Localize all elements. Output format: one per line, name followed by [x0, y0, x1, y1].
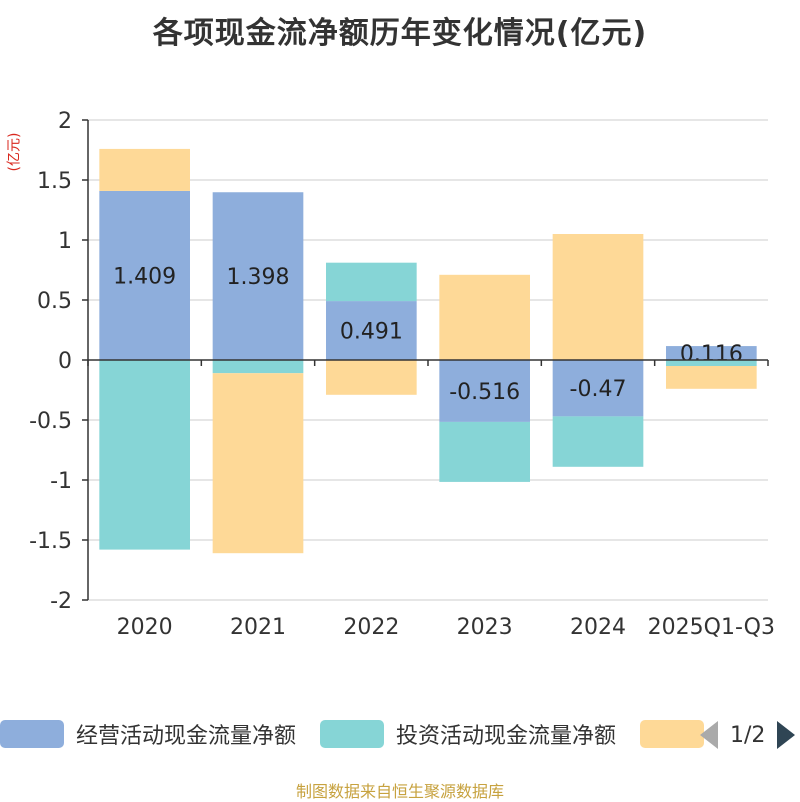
y-tick-label: -1.5	[29, 529, 72, 554]
x-tick-label: 2023	[457, 615, 513, 640]
data-label: 1.398	[227, 265, 290, 290]
bar-s1-2021	[212, 360, 304, 374]
x-tick-label: 2021	[230, 615, 286, 640]
y-tick-label: 1	[58, 229, 72, 254]
legend-swatch-financing	[640, 720, 704, 748]
bar-s2-2020	[99, 148, 190, 191]
data-label: 1.409	[113, 264, 176, 289]
bar-s0-2022	[326, 301, 417, 360]
bar-s0-2020	[99, 190, 190, 360]
x-tick-label: 2020	[117, 615, 173, 640]
legend-swatch-investing	[320, 720, 384, 748]
bar-s2-2023	[439, 274, 530, 360]
bar-s2-2022	[326, 360, 417, 395]
bar-s0-2024	[552, 360, 644, 417]
bar-s1-2023	[439, 421, 530, 482]
data-label: 0.491	[340, 320, 403, 345]
y-tick-label: 0.5	[37, 289, 72, 314]
source-footer: 制图数据来自恒生聚源数据库	[295, 782, 504, 801]
chart-title: 各项现金流净额历年变化情况(亿元)	[152, 16, 648, 51]
bar-s2-2025Q1-Q3	[666, 366, 757, 389]
data-label: -0.47	[570, 377, 627, 402]
x-tick-label: 2024	[570, 615, 626, 640]
y-tick-label: -0.5	[29, 409, 72, 434]
legend-item-financing[interactable]	[640, 716, 716, 752]
bar-s0-2021	[212, 192, 304, 360]
legend: 经营活动现金流量净额 投资活动现金流量净额	[0, 716, 800, 756]
bar-s2-2021	[212, 373, 304, 554]
legend-item-investing[interactable]: 投资活动现金流量净额	[320, 716, 616, 752]
legend-swatch-operating	[0, 720, 64, 748]
bar-s0-2025Q1-Q3	[666, 346, 757, 360]
legend-label-operating: 经营活动现金流量净额	[76, 724, 297, 749]
x-tick-label: 2022	[343, 615, 399, 640]
cash-flow-chart: 2 1.5 1 0.5 0 -0.5 -1 -1.5 -2 1.409 1.398 0.491 -0.5…	[29, 109, 775, 640]
y-tick-label: 1.5	[37, 169, 72, 194]
bar-s0-2023	[439, 360, 530, 422]
y-tick-label: -1	[50, 469, 72, 494]
y-tick-label: -2	[50, 589, 72, 614]
legend-item-operating[interactable]: 经营活动现金流量净额	[0, 716, 296, 752]
legend-pager: 1/2	[700, 718, 796, 752]
bar-s1-2024	[552, 416, 644, 467]
x-tick-label: 2025Q1-Q3	[648, 615, 775, 640]
bar-s1-2020	[99, 360, 190, 550]
pager-text: 1/2	[730, 722, 766, 748]
y-tick-label: 0	[58, 349, 72, 374]
bar-s1-2022	[326, 262, 417, 302]
pager-next-icon[interactable]	[777, 721, 796, 749]
legend-label-investing: 投资活动现金流量净额	[396, 724, 617, 749]
bar-s2-2024	[552, 234, 644, 360]
pager-prev-icon[interactable]	[700, 721, 718, 749]
data-label: -0.516	[449, 380, 520, 405]
y-tick-label: 2	[58, 109, 72, 134]
bar-s1-2025Q1-Q3	[666, 360, 757, 366]
